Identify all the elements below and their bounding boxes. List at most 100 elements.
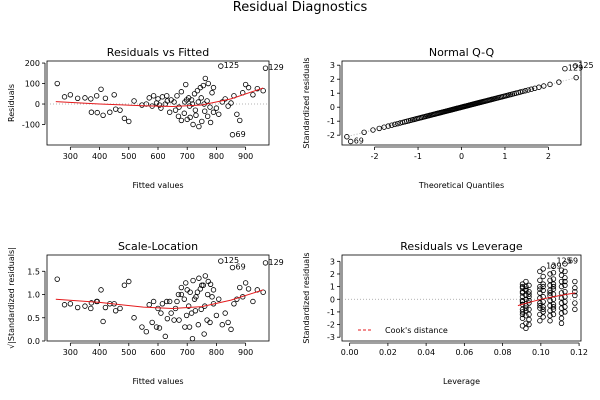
data-point (193, 294, 199, 300)
data-point (558, 305, 565, 311)
data-point (228, 326, 234, 333)
data-point (194, 289, 201, 295)
data-point (519, 323, 526, 329)
data-point (191, 91, 198, 97)
data-point (547, 290, 553, 296)
data-point (222, 96, 228, 102)
data-point (219, 322, 225, 328)
data-point (540, 314, 546, 320)
data-point (517, 89, 524, 95)
data-point (523, 307, 529, 314)
data-point (149, 319, 155, 326)
data-point (117, 305, 123, 312)
data-point (195, 99, 202, 105)
data-point (198, 95, 204, 101)
data-point (146, 95, 152, 101)
data-point (54, 276, 60, 282)
data-point (98, 86, 104, 92)
data-point (526, 294, 532, 300)
data-point (201, 331, 207, 337)
data-point (126, 118, 132, 125)
data-point (523, 305, 529, 311)
data-point (537, 286, 543, 292)
data-point (153, 324, 160, 330)
data-point (100, 318, 106, 325)
plot-frame (46, 60, 270, 146)
data-point (242, 280, 249, 286)
panel-title: Scale-Location (118, 240, 198, 253)
data-point (523, 292, 529, 299)
data-point (519, 294, 526, 300)
x-tick-label: 1 (502, 152, 507, 161)
data-point (164, 98, 171, 104)
data-point (213, 105, 220, 111)
data-point (183, 312, 190, 319)
point-label: 125 (578, 61, 593, 70)
data-point (143, 329, 150, 335)
data-point (178, 284, 185, 291)
data-point (519, 315, 526, 321)
data-point (537, 311, 543, 318)
point-label: 125 (556, 256, 571, 265)
data-point (159, 301, 166, 307)
data-point (537, 295, 543, 301)
smooth-line (517, 292, 576, 307)
x-axis-label: Fitted values (132, 377, 183, 386)
data-point (172, 107, 179, 113)
y-tick-label: 0.0 (27, 337, 40, 346)
y-tick-label: 1 (330, 283, 335, 292)
data-point (519, 301, 526, 308)
point-label: 69 (354, 137, 364, 146)
data-point (192, 308, 199, 314)
data-point (156, 325, 163, 331)
data-point (540, 283, 546, 290)
data-point (562, 299, 568, 305)
y-tick-label: -1 (327, 117, 335, 126)
data-point (182, 324, 188, 330)
data-point (519, 283, 526, 290)
y-tick-label: 200 (25, 59, 40, 68)
data-point (67, 301, 74, 307)
panel-title: Residuals vs Leverage (400, 240, 523, 253)
data-point (547, 318, 553, 324)
data-point (562, 288, 568, 295)
data-point (139, 324, 145, 330)
panel-residuals-vs-leverage: Residuals vs Leverage 0.00 0.02 0.04 0.06 0.0… (302, 240, 588, 386)
data-point (54, 80, 60, 87)
x-tick-label: 500 (121, 348, 136, 357)
data-point (82, 95, 88, 101)
x-tick-label: -1 (414, 152, 422, 161)
data-point (207, 104, 213, 110)
x-tick-label: 800 (209, 152, 224, 161)
data-point (547, 313, 553, 319)
data-point (150, 93, 157, 99)
data-point (225, 319, 231, 326)
data-point (210, 109, 217, 115)
x-tick-label: -2 (371, 152, 379, 161)
plot-frame (341, 254, 582, 342)
data-point (229, 132, 236, 138)
data-point (74, 95, 81, 101)
data-point (537, 283, 543, 290)
data-point (526, 288, 532, 295)
data-point (523, 313, 529, 319)
x-tick-label: 500 (121, 152, 136, 161)
x-tick-label: 700 (180, 348, 195, 357)
data-point (155, 305, 161, 312)
data-point (234, 111, 240, 117)
data-point (88, 96, 94, 102)
data-point (572, 63, 579, 69)
data-point (558, 320, 565, 326)
data-point (190, 277, 196, 284)
data-point (146, 302, 152, 308)
data-point (523, 320, 529, 326)
data-point (93, 93, 100, 99)
x-tick-label: 0.02 (379, 348, 397, 357)
data-point (107, 109, 113, 115)
data-point (222, 310, 228, 316)
data-point (237, 284, 243, 291)
data-point (204, 113, 211, 120)
data-point (562, 278, 568, 285)
data-point (550, 281, 557, 287)
